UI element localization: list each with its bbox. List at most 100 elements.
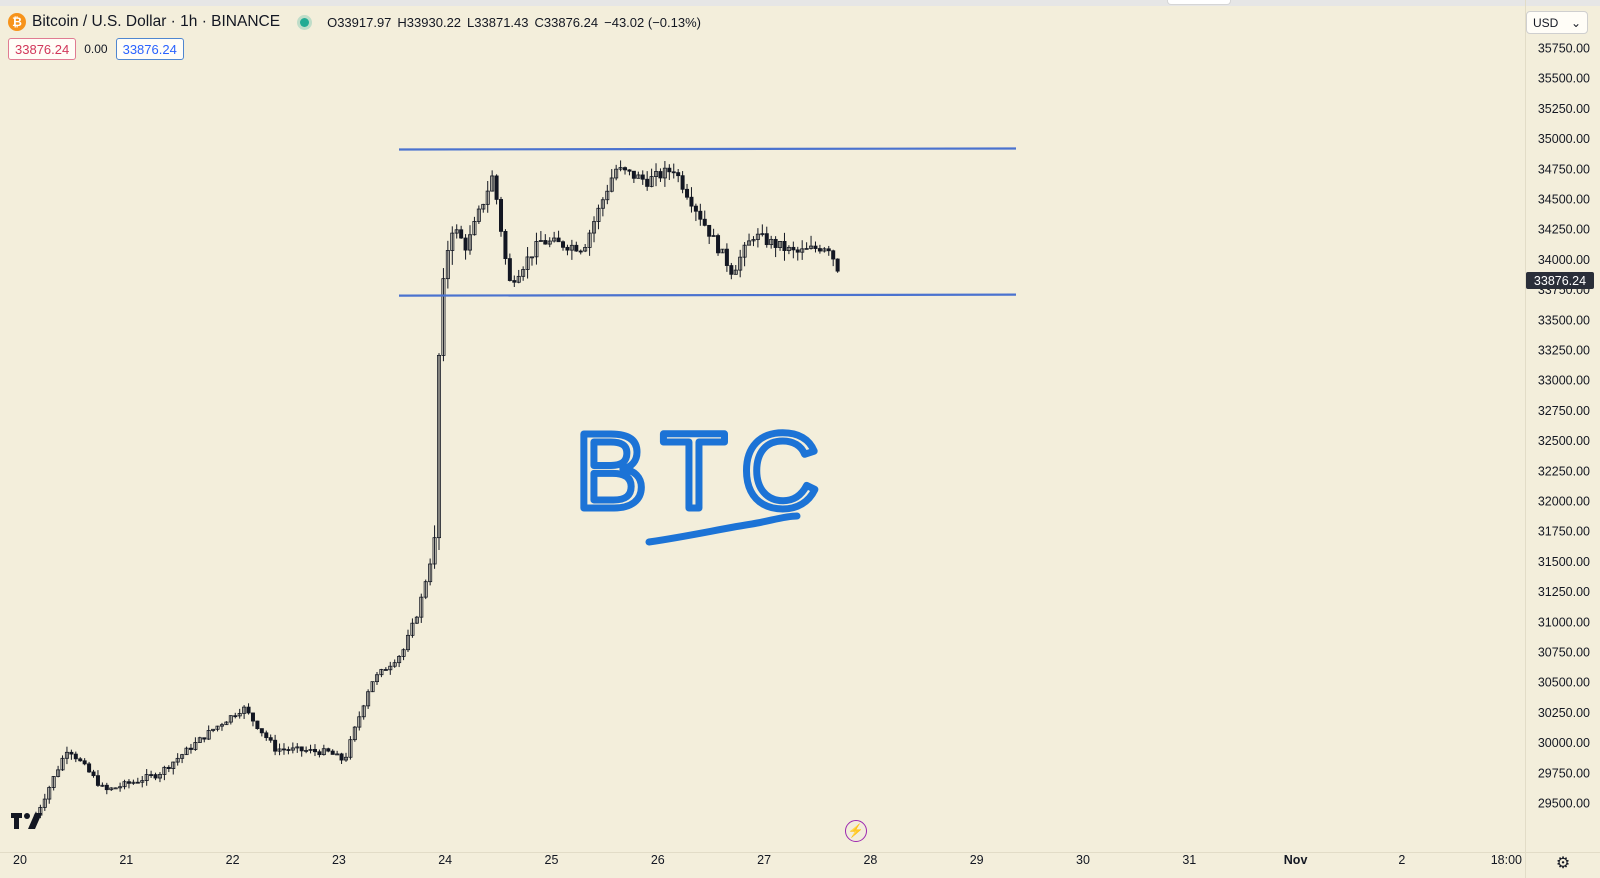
price-tick-label: 33250.00 [1538, 344, 1590, 358]
candle-body [64, 751, 69, 759]
btc-underline [645, 512, 801, 546]
candle-body [547, 240, 552, 245]
candle-body [215, 725, 220, 730]
price-axis[interactable]: 35750.00 35500.00 35250.00 35000.00 34750.00… [1538, 42, 1590, 811]
candle-body [118, 786, 123, 789]
candle-body [281, 748, 286, 751]
candle-body [795, 249, 800, 253]
candle-body [764, 233, 769, 246]
candle-body [525, 256, 530, 270]
candle-body [286, 749, 291, 751]
price-tick-label: 35500.00 [1538, 72, 1590, 86]
candle-body [711, 235, 716, 237]
candle-body [268, 737, 273, 741]
candle-body [512, 280, 517, 283]
candle-body [304, 749, 309, 752]
candle-body [60, 757, 65, 771]
candle-body [503, 230, 508, 260]
candle-body [751, 239, 756, 242]
candle-body [490, 175, 495, 192]
time-tick-label: 18:00 [1491, 853, 1522, 867]
candle-body [587, 232, 592, 248]
price-tick-label: 34500.00 [1538, 193, 1590, 207]
candle-body [738, 256, 743, 271]
candle-body [317, 751, 322, 756]
candle-body [631, 170, 636, 179]
candle-body [206, 730, 211, 740]
btc-handwritten-annotation[interactable]: BTC [572, 407, 833, 546]
candle-body [485, 190, 490, 205]
candle-body [339, 753, 344, 761]
candle-body [565, 246, 570, 251]
candle-body [835, 258, 840, 272]
candle-body [680, 175, 685, 190]
candle-body [481, 203, 486, 210]
candle-body [414, 616, 419, 624]
candle-body [450, 232, 455, 251]
time-tick-label: 26 [651, 853, 665, 867]
candle-body [667, 167, 672, 173]
candle-body [432, 537, 437, 565]
price-tick-label: 29750.00 [1538, 766, 1590, 780]
price-tick-label: 31500.00 [1538, 555, 1590, 569]
symbol-title[interactable]: Bitcoin / U.S. Dollar · 1h · BINANCE [32, 13, 281, 30]
candle-body [831, 250, 836, 260]
candle-body [769, 238, 774, 246]
candle-body [109, 787, 114, 791]
time-tick-label: 22 [226, 853, 240, 867]
candle-body [702, 218, 707, 226]
channel-lines[interactable] [398, 147, 1017, 297]
candle-body [343, 756, 348, 761]
price-tick-label: 34000.00 [1538, 253, 1590, 267]
candle-body [569, 244, 574, 251]
time-tick-label: 28 [863, 853, 877, 867]
candle-body [627, 169, 632, 172]
gear-icon[interactable]: ⚙ [1555, 855, 1571, 872]
time-tick-label: 20 [13, 853, 27, 867]
time-axis[interactable]: 20 21 22 23 24 25 26 27 28 29 30 31 Nov 2 18:00 [13, 853, 1522, 867]
candle-body [516, 275, 521, 283]
trade-price-boxes: 33876.24 0.00 33876.24 [8, 38, 184, 60]
candle-body [193, 742, 198, 750]
candle-body [228, 715, 233, 723]
price-axis-separator [1525, 0, 1526, 878]
candle-body [720, 248, 725, 254]
candle-body [476, 208, 481, 222]
price-tick-label: 33500.00 [1538, 313, 1590, 327]
candle-body [197, 737, 202, 743]
candle-body [149, 774, 154, 776]
candle-body [676, 172, 681, 177]
candle-body [423, 581, 428, 598]
currency-select[interactable]: USD ⌄ [1526, 11, 1588, 34]
candle-body [441, 278, 446, 356]
price-tick-label: 29500.00 [1538, 797, 1590, 811]
top-handle[interactable] [1167, 0, 1231, 5]
candle-body [259, 728, 264, 734]
candle-body [428, 563, 433, 583]
candle-body [773, 238, 778, 248]
candle-body [91, 771, 96, 777]
sell-price-button[interactable]: 33876.24 [8, 38, 77, 60]
candle-body [175, 757, 180, 763]
candle-body [583, 247, 588, 252]
time-axis-separator [0, 852, 1600, 853]
candle-body [578, 250, 583, 253]
candle-body [255, 720, 260, 729]
candle-body [290, 747, 295, 751]
candle-body [397, 655, 402, 664]
candle-body [100, 784, 105, 787]
candle-body [685, 188, 690, 198]
market-status-icon[interactable] [300, 17, 310, 27]
channel-lower-line [398, 293, 1017, 297]
candle-body [348, 739, 353, 758]
lightning-icon[interactable]: ⚡ [845, 820, 867, 842]
time-tick-label: 2 [1398, 853, 1405, 867]
buy-price-button[interactable]: 33876.24 [115, 38, 184, 60]
price-tick-label: 33000.00 [1538, 374, 1590, 388]
candle-body [357, 716, 362, 728]
candle-body [126, 781, 131, 784]
candle-body [87, 763, 92, 773]
tradingview-logo[interactable] [11, 812, 43, 830]
candle-body [662, 167, 667, 179]
